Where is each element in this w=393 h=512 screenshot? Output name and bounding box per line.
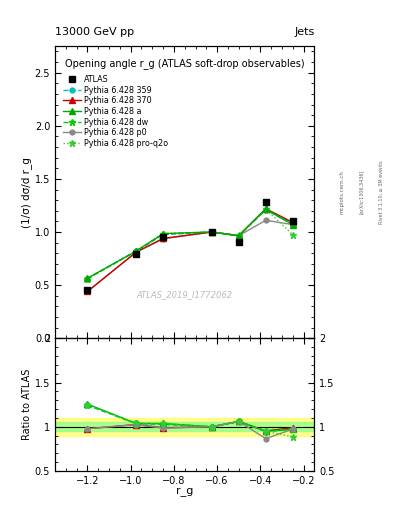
X-axis label: r_g: r_g bbox=[176, 487, 193, 497]
Bar bbox=[55, 418, 314, 436]
Text: mcplots.cern.ch: mcplots.cern.ch bbox=[340, 170, 344, 214]
Text: 13000 GeV pp: 13000 GeV pp bbox=[55, 27, 134, 37]
Text: Rivet 3.1.10, ≥ 3M events: Rivet 3.1.10, ≥ 3M events bbox=[379, 160, 384, 224]
Text: Opening angle r_g (ATLAS soft-drop observables): Opening angle r_g (ATLAS soft-drop obser… bbox=[65, 58, 305, 69]
Legend: ATLAS, Pythia 6.428 359, Pythia 6.428 370, Pythia 6.428 a, Pythia 6.428 dw, Pyth: ATLAS, Pythia 6.428 359, Pythia 6.428 37… bbox=[62, 74, 170, 150]
Bar bbox=[55, 422, 314, 431]
Y-axis label: (1/σ) dσ/d r_g: (1/σ) dσ/d r_g bbox=[21, 157, 32, 228]
Y-axis label: Ratio to ATLAS: Ratio to ATLAS bbox=[22, 369, 32, 440]
Text: Jets: Jets bbox=[294, 27, 314, 37]
Text: [arXiv:1306.3436]: [arXiv:1306.3436] bbox=[359, 170, 364, 215]
Text: ATLAS_2019_I1772062: ATLAS_2019_I1772062 bbox=[137, 290, 233, 299]
